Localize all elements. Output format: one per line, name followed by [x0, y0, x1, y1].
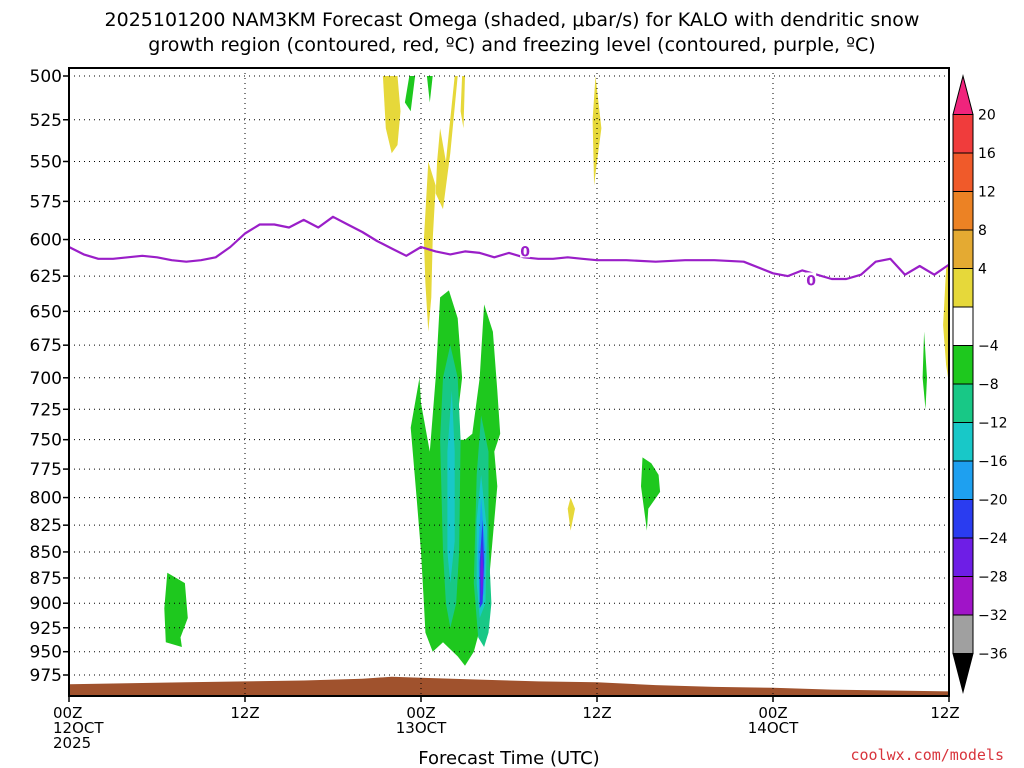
freezing-level-label: 0 [520, 244, 530, 260]
x-tick-label: 13OCT [396, 719, 447, 737]
x-tick-label: 00Z [406, 704, 435, 722]
colorbar-label: −36 [978, 647, 1008, 663]
colorbar-label: −4 [978, 339, 999, 355]
colorbar-swatch [952, 306, 974, 346]
omega-region [164, 572, 188, 647]
colorbar-swatch [952, 614, 974, 654]
colorbar-swatch [952, 229, 974, 269]
colorbar-swatch [952, 499, 974, 539]
colorbar-label: −8 [978, 377, 999, 393]
colorbar-label: −16 [978, 454, 1008, 470]
freezing-level-label: 0 [806, 273, 816, 289]
colorbar-swatch [952, 537, 974, 577]
y-tick-label: 950 [30, 643, 62, 663]
y-tick-label: 875 [30, 569, 62, 589]
credit-link[interactable]: coolwx.com/models [850, 746, 1004, 764]
colorbar-label: 16 [978, 146, 996, 162]
x-axis-label: Forecast Time (UTC) [418, 748, 599, 768]
freezing-label-background [520, 243, 531, 258]
freezing-level-line [69, 215, 949, 281]
y-tick-label: 925 [30, 619, 62, 639]
omega-region [567, 497, 575, 531]
colorbar-label: −32 [978, 608, 1008, 624]
y-tick-label: 900 [30, 594, 62, 614]
y-tick-label: 575 [30, 192, 62, 212]
omega-shading-layer [164, 76, 949, 666]
y-tick-label: 675 [30, 336, 62, 356]
terrain-surface [69, 676, 949, 696]
y-tick-label: 550 [30, 152, 62, 172]
y-tick-label: 500 [30, 67, 62, 87]
colorbar-swatch [952, 383, 974, 423]
y-tick-label: 600 [30, 231, 62, 251]
colorbar-label: 4 [978, 262, 987, 278]
y-tick-label: 800 [30, 489, 62, 509]
omega-region [943, 261, 949, 385]
y-axis: 500 525 550 575 600 625 650 675 700 725 750 775 800 8… [30, 67, 69, 686]
y-tick-label: 625 [30, 267, 62, 287]
colorbar-label: 8 [978, 223, 987, 239]
freezing-label-background [806, 272, 817, 287]
y-tick-label: 750 [30, 431, 62, 451]
colorbar-swatch [952, 422, 974, 462]
omega-region [447, 390, 455, 584]
y-tick-label: 975 [30, 666, 62, 686]
chart-title-line-1: 2025101200 NAM3KM Forecast Omega (shaded… [105, 9, 920, 31]
omega-region [641, 457, 661, 531]
colorbar-swatch [952, 345, 974, 385]
plot-area: 00 [69, 68, 949, 696]
colorbar-label: −12 [978, 416, 1008, 432]
plot-frame [68, 67, 950, 697]
y-tick-label: 850 [30, 543, 62, 563]
y-tick-label: 725 [30, 400, 62, 420]
omega-region [460, 76, 465, 129]
terrain-layer [69, 676, 949, 696]
omega-region [435, 76, 458, 210]
colorbar-label: 20 [978, 108, 996, 124]
x-tick-label: 12Z [230, 704, 259, 722]
omega-region [404, 76, 416, 112]
x-tick-label: 2025 [53, 734, 91, 752]
colorbar-swatch [952, 152, 974, 192]
x-tick-label: 00Z [53, 704, 82, 722]
omega-region [423, 161, 436, 332]
x-tick-label: 00Z [758, 704, 787, 722]
x-tick-label: 12Z [582, 704, 611, 722]
colorbar-label: −20 [978, 493, 1008, 509]
colorbar-label: −24 [978, 531, 1008, 547]
chart-title-line-2: growth region (contoured, red, ºC) and f… [148, 34, 875, 56]
colorbar-swatch [952, 114, 974, 154]
freezing-level-layer: 00 [69, 215, 949, 289]
omega-region [426, 76, 433, 103]
x-tick-label: 12Z [930, 704, 959, 722]
x-tick-label: 12OCT [53, 719, 104, 737]
colorbar-swatch [952, 191, 974, 231]
omega-region [592, 76, 602, 186]
y-tick-label: 525 [30, 111, 62, 131]
colorbar-swatch [952, 268, 974, 308]
colorbar: 20 16 12 8 4 −4 −8 −12 −16 −20 −24 −28 −32 −36 [952, 74, 1008, 694]
y-tick-label: 700 [30, 369, 62, 389]
y-tick-label: 825 [30, 516, 62, 536]
colorbar-swatch [952, 460, 974, 500]
colorbar-label: 12 [978, 185, 996, 201]
y-tick-label: 650 [30, 302, 62, 322]
omega-region [922, 331, 927, 410]
y-tick-label: 775 [30, 460, 62, 480]
colorbar-label: −28 [978, 570, 1008, 586]
grid-layer [69, 68, 949, 696]
omega-region [480, 541, 484, 604]
colorbar-swatch [952, 576, 974, 616]
colorbar-bottom-triangle [952, 653, 974, 694]
omega-region [382, 76, 401, 154]
x-tick-label: 14OCT [748, 719, 799, 737]
